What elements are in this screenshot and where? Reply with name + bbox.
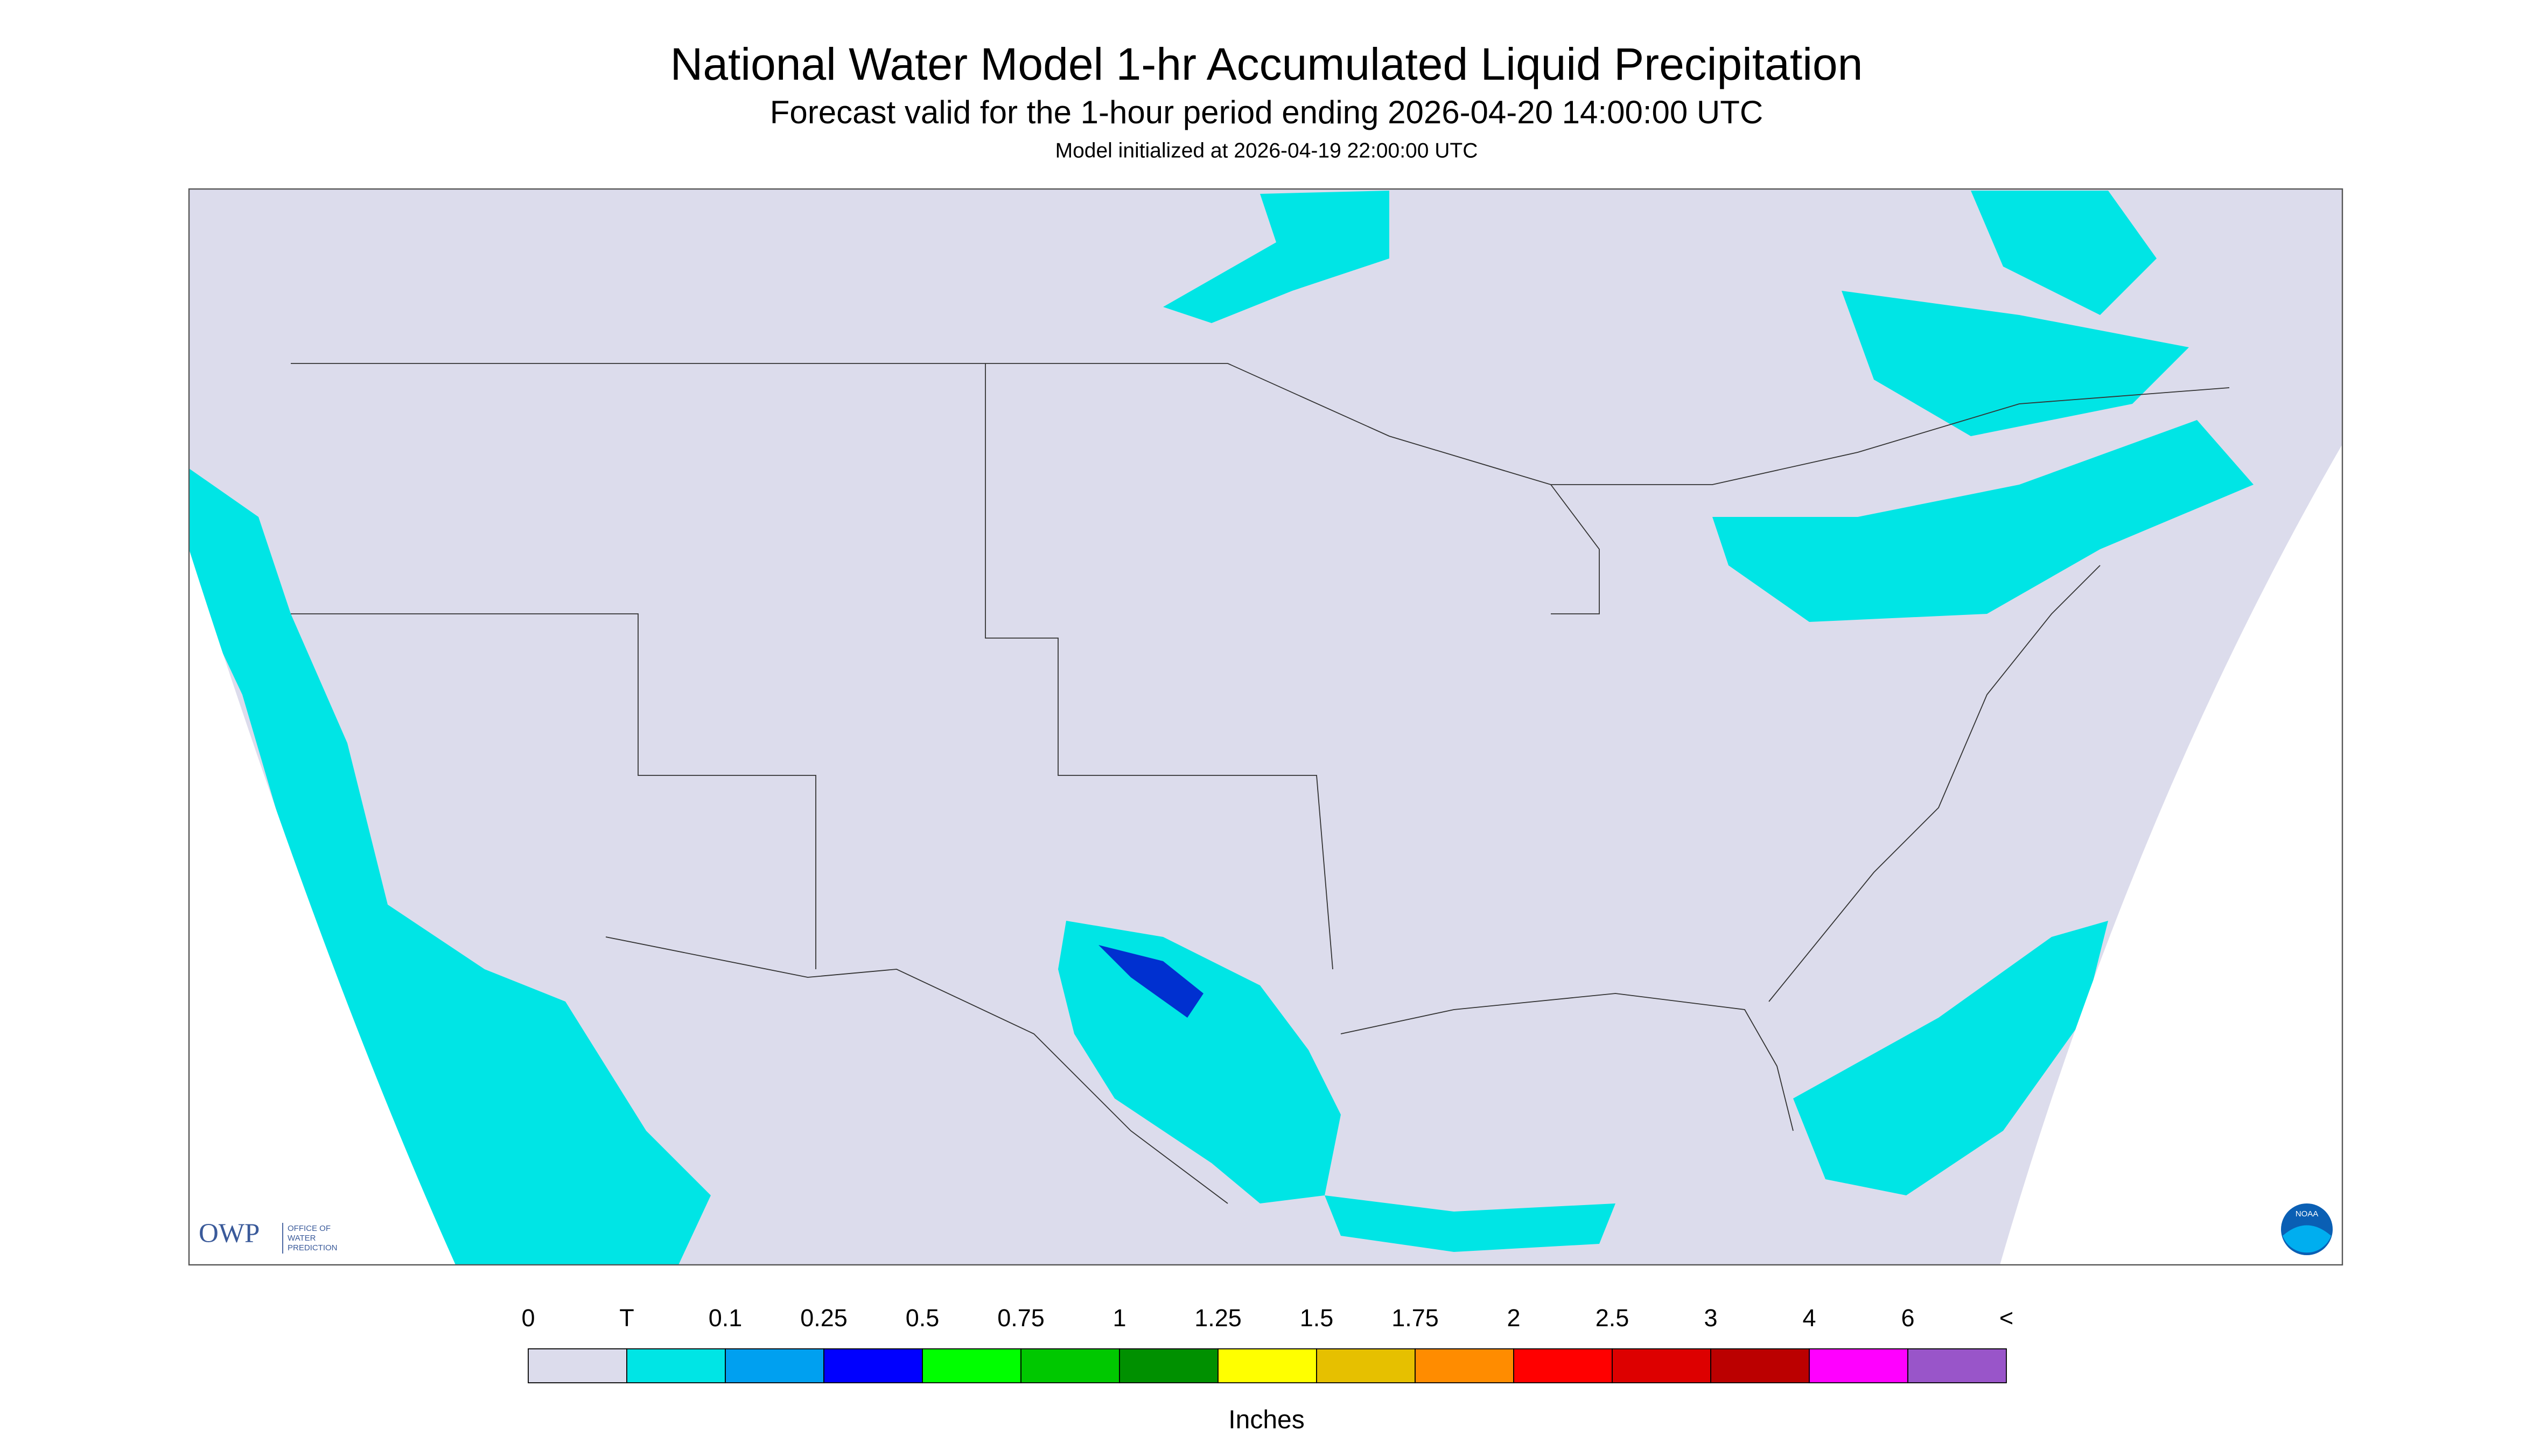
- legend-label: 3: [1704, 1304, 1717, 1332]
- owp-logo: OWP OFFICE OF WATER PREDICTION: [199, 1219, 338, 1254]
- subtitle: Forecast valid for the 1-hour period end…: [770, 94, 1763, 130]
- legend-label: 1: [1112, 1304, 1126, 1332]
- legend-label: <: [1999, 1304, 2013, 1332]
- gulf-coast: [1340, 993, 1794, 1131]
- legend-label: 2.5: [1596, 1304, 1629, 1332]
- precip-areas: [189, 191, 2254, 1265]
- map-frame: [188, 188, 2343, 1266]
- title: National Water Model 1-hr Accumulated Li…: [670, 39, 1863, 89]
- michigan: [1550, 484, 1600, 614]
- legend-units: Inches: [1228, 1406, 1304, 1434]
- noaa-text: NOAA: [2296, 1209, 2319, 1219]
- legend-swatch: [1907, 1348, 2007, 1383]
- state-lines-central: [985, 363, 1333, 970]
- legend-swatch: [1119, 1348, 1219, 1383]
- noaa-logo: NOAA: [2281, 1203, 2333, 1256]
- legend-swatch: [1513, 1348, 1613, 1383]
- legend: 0 T 0.1 0.25 0.5 0.75 1 1.25 1.5 1.75 2 2.5 3 4 6 <: [521, 1304, 2013, 1383]
- legend-swatch: [528, 1348, 627, 1383]
- precip-northeast: [1712, 420, 2254, 622]
- east-coast: [1768, 565, 2101, 1002]
- init-time: Model initialized at 2026-04-19 22:00:00…: [1055, 139, 1478, 162]
- outside-domain-right: [2000, 444, 2342, 1265]
- precip-west: [189, 468, 711, 1265]
- logo-line1: OFFICE OF: [288, 1224, 331, 1233]
- precip-gulf: [1325, 1195, 1615, 1252]
- legend-label: 1.5: [1300, 1304, 1334, 1332]
- precip-quebec: [1842, 291, 2189, 437]
- legend-label: 4: [1802, 1304, 1816, 1332]
- border-south: [605, 936, 1228, 1204]
- legend-swatch: [922, 1348, 1021, 1383]
- noaa-wave: [2283, 1225, 2331, 1253]
- legend-label: 0: [521, 1304, 535, 1332]
- logo-line2: WATER: [288, 1234, 316, 1243]
- precip-canada: [1163, 191, 1389, 324]
- outside-domain-left: [189, 549, 456, 1265]
- legend-swatch: [1710, 1348, 1810, 1383]
- legend-label: 0.5: [906, 1304, 940, 1332]
- legend-swatch: [1020, 1348, 1120, 1383]
- map: OWP OFFICE OF WATER PREDICTION NOAA: [188, 188, 2343, 1266]
- legend-label: 6: [1901, 1304, 1914, 1332]
- precip-texas: [1058, 921, 1341, 1204]
- legend-label: 0.25: [800, 1304, 848, 1332]
- legend-swatch: [1217, 1348, 1317, 1383]
- legend-swatch: [1612, 1348, 1711, 1383]
- logo-abbr: OWP: [199, 1219, 260, 1249]
- legend-swatch: [725, 1348, 824, 1383]
- legend-label: 1.75: [1391, 1304, 1439, 1332]
- legend-swatch: [823, 1348, 923, 1383]
- legend-label: T: [619, 1304, 634, 1332]
- legend-label: 2: [1507, 1304, 1520, 1332]
- precip-atlantic: [1793, 921, 2108, 1196]
- legend-label: 1.25: [1194, 1304, 1242, 1332]
- legend-swatch: [626, 1348, 726, 1383]
- legend-label: 0.75: [997, 1304, 1045, 1332]
- legend-swatch: [1415, 1348, 1514, 1383]
- logo-line3: PREDICTION: [288, 1243, 338, 1252]
- legend-swatch: [1316, 1348, 1416, 1383]
- precip-canada-east: [1971, 191, 2157, 316]
- border-north: [291, 363, 2230, 485]
- legend-swatch: [1809, 1348, 1908, 1383]
- legend-label: 0.1: [709, 1304, 743, 1332]
- state-lines-west: [291, 613, 816, 970]
- boundaries: [291, 363, 2230, 1204]
- precip-texas-core: [1098, 945, 1203, 1018]
